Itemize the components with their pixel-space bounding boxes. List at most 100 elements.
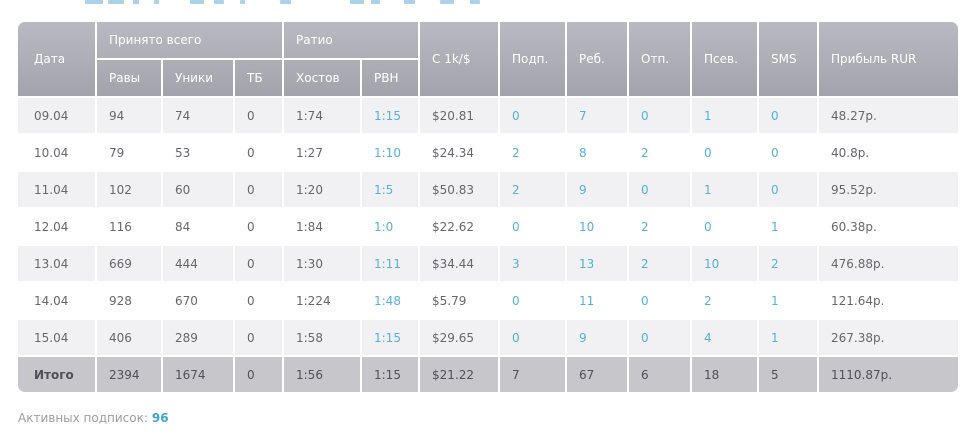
cell-unsubs[interactable]: 0: [629, 320, 691, 355]
cell-unsubs[interactable]: 0: [629, 98, 691, 133]
cell-hosts: 1:56: [284, 357, 360, 392]
clipped-text-fragment: [404, 0, 415, 4]
cell-unsubs[interactable]: 2: [629, 246, 691, 281]
cell-rvn[interactable]: 1:15: [362, 98, 419, 133]
cell-sms: 5: [759, 357, 818, 392]
header-rebills: Реб.: [567, 22, 628, 96]
cell-subs[interactable]: 2: [500, 172, 566, 207]
cell-profit: 95.52р.: [819, 172, 959, 207]
cell-subs[interactable]: 2: [500, 135, 566, 170]
cell-psev[interactable]: 0: [692, 135, 758, 170]
cell-unsubs[interactable]: 2: [629, 135, 691, 170]
cell-tb: 0: [235, 135, 282, 170]
cell-date: 11.04: [18, 172, 95, 207]
table-row: 10.04 79 53 0 1:27 1:10 $24.34 2 8 2 0 0 40.8р.: [18, 135, 959, 170]
cell-sms[interactable]: 0: [759, 98, 818, 133]
cell-rvn[interactable]: 1:0: [362, 209, 419, 244]
cell-profit: 40.8р.: [819, 135, 959, 170]
table-body: 09.04 94 74 0 1:74 1:15 $20.81 0 7 0 1 0 48.27р. 10.0…: [18, 98, 959, 392]
table-row: 15.04 406 289 0 1:58 1:15 $29.65 0 9 0 4 1 267.38р.: [18, 320, 959, 355]
cell-tb: 0: [235, 172, 282, 207]
clipped-text-fragment: [440, 0, 454, 4]
cell-sms[interactable]: 0: [759, 135, 818, 170]
cell-unsubs[interactable]: 2: [629, 209, 691, 244]
header-subs: Подп.: [500, 22, 566, 96]
cell-profit: 267.38р.: [819, 320, 959, 355]
cell-subs[interactable]: 3: [500, 246, 566, 281]
cell-subs[interactable]: 0: [500, 98, 566, 133]
header-unsubs: Отп.: [629, 22, 691, 96]
cell-rebills[interactable]: 13: [567, 246, 628, 281]
table-row: 11.04 102 60 0 1:20 1:5 $50.83 2 9 0 1 0 95.52р.: [18, 172, 959, 207]
cell-subs[interactable]: 0: [500, 209, 566, 244]
clipped-text-fragment: [108, 0, 124, 4]
clipped-text-fragment: [190, 0, 204, 4]
cell-rebills[interactable]: 9: [567, 320, 628, 355]
cell-rvn[interactable]: 1:48: [362, 283, 419, 318]
cell-date: 10.04: [18, 135, 95, 170]
cell-uniques: 444: [163, 246, 233, 281]
cell-raws: 669: [97, 246, 161, 281]
header-raws: Равы: [97, 60, 161, 96]
cell-rvn[interactable]: 1:11: [362, 246, 419, 281]
clipped-text-fragment: [240, 0, 245, 4]
cell-rebills[interactable]: 8: [567, 135, 628, 170]
active-subscriptions-label: Активных подписок:: [18, 411, 148, 425]
cell-sms[interactable]: 2: [759, 246, 818, 281]
cell-c1k: $20.81: [420, 98, 499, 133]
header-rvn: РВН: [362, 60, 419, 96]
cell-sms[interactable]: 1: [759, 320, 818, 355]
cell-rvn[interactable]: 1:15: [362, 320, 419, 355]
cell-psev[interactable]: 0: [692, 209, 758, 244]
cell-raws: 2394: [97, 357, 161, 392]
cell-tb: 0: [235, 283, 282, 318]
clipped-text-fragment: [85, 0, 103, 4]
cell-date: 15.04: [18, 320, 95, 355]
cell-sms[interactable]: 0: [759, 172, 818, 207]
cell-rebills[interactable]: 11: [567, 283, 628, 318]
cell-rebills[interactable]: 9: [567, 172, 628, 207]
cell-psev[interactable]: 1: [692, 172, 758, 207]
cell-tb: 0: [235, 246, 282, 281]
cell-rebills[interactable]: 7: [567, 98, 628, 133]
header-profit: Прибыль RUR: [819, 22, 959, 96]
cell-profit: 1110.87р.: [819, 357, 959, 392]
cell-subs[interactable]: 0: [500, 320, 566, 355]
clipped-text-fragment: [133, 0, 139, 4]
cell-c1k: $29.65: [420, 320, 499, 355]
stats-table: Дата Принято всего Ратио С 1k/$ Подп. Ре…: [16, 20, 960, 394]
cell-hosts: 1:27: [284, 135, 360, 170]
cell-hosts: 1:20: [284, 172, 360, 207]
header-hosts: Хостов: [284, 60, 360, 96]
cell-psev[interactable]: 1: [692, 98, 758, 133]
active-subscriptions-value[interactable]: 96: [151, 411, 169, 425]
cell-hosts: 1:30: [284, 246, 360, 281]
cell-raws: 406: [97, 320, 161, 355]
cell-profit: 48.27р.: [819, 98, 959, 133]
cell-hosts: 1:224: [284, 283, 360, 318]
table-header: Дата Принято всего Ратио С 1k/$ Подп. Ре…: [18, 22, 959, 96]
header-psev: Псев.: [692, 22, 758, 96]
cell-sms[interactable]: 1: [759, 283, 818, 318]
cell-c1k: $22.62: [420, 209, 499, 244]
clipped-text-fragment: [350, 0, 364, 4]
cell-rvn[interactable]: 1:10: [362, 135, 419, 170]
cell-subs[interactable]: 0: [500, 283, 566, 318]
stats-panel: Дата Принято всего Ратио С 1k/$ Подп. Ре…: [16, 20, 960, 394]
cell-uniques: 84: [163, 209, 233, 244]
cell-rvn[interactable]: 1:5: [362, 172, 419, 207]
header-ratio-group: Ратио: [284, 22, 419, 58]
cell-hosts: 1:84: [284, 209, 360, 244]
cell-raws: 79: [97, 135, 161, 170]
cell-psev[interactable]: 10: [692, 246, 758, 281]
table-row: 09.04 94 74 0 1:74 1:15 $20.81 0 7 0 1 0 48.27р.: [18, 98, 959, 133]
cell-rebills[interactable]: 10: [567, 209, 628, 244]
clipped-text-fragment: [280, 0, 291, 4]
cell-sms[interactable]: 1: [759, 209, 818, 244]
cell-unsubs[interactable]: 0: [629, 172, 691, 207]
cell-unsubs[interactable]: 0: [629, 283, 691, 318]
cell-psev[interactable]: 2: [692, 283, 758, 318]
cell-date: 13.04: [18, 246, 95, 281]
cell-rebills: 67: [567, 357, 628, 392]
cell-psev[interactable]: 4: [692, 320, 758, 355]
